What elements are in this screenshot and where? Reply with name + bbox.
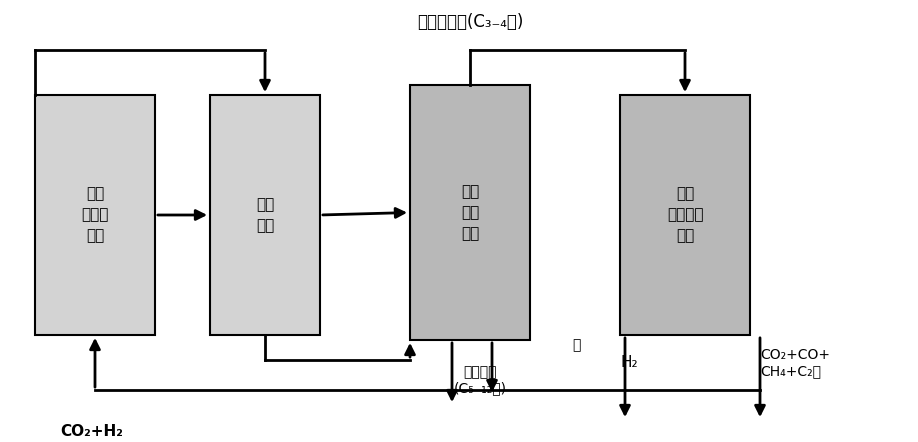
Bar [410,85,530,340]
Bar [35,95,155,335]
Text: CO₂+CO+
CH₄+C₂烃: CO₂+CO+ CH₄+C₂烃 [760,348,830,378]
Text: 汽油馏分
(C₅₋₁₂烃): 汽油馏分 (C₅₋₁₂烃) [453,365,507,395]
Text: 产物
分离
系统: 产物 分离 系统 [461,184,479,241]
Bar [210,95,320,335]
Text: 水: 水 [572,338,580,352]
Text: 反应
系统: 反应 系统 [256,197,274,233]
Text: 尾气
循环利用
系统: 尾气 循环利用 系统 [666,187,703,244]
Text: CO₂+H₂: CO₂+H₂ [60,424,123,439]
Text: H₂: H₂ [620,355,638,370]
Bar [620,95,750,335]
Text: 液化气馏分(C₃₋₄烃): 液化气馏分(C₃₋₄烃) [417,13,523,31]
Text: 原料
预处理
系统: 原料 预处理 系统 [82,187,108,244]
